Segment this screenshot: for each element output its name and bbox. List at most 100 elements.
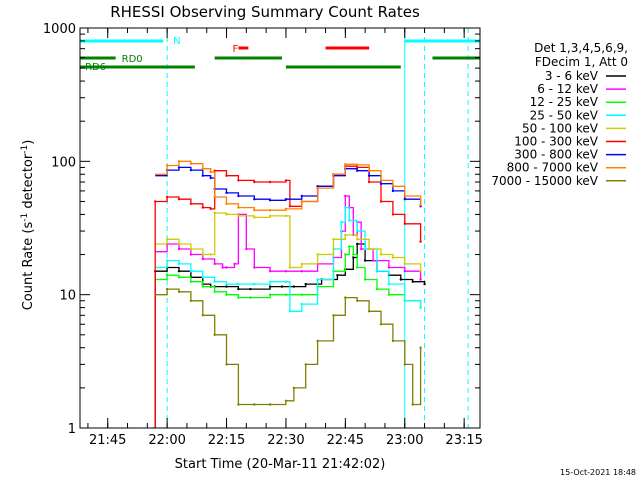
rd6-label: RD6 <box>85 62 106 73</box>
data-point <box>268 199 272 202</box>
data-point <box>300 194 303 198</box>
data-point <box>233 262 236 266</box>
data-point <box>292 285 296 288</box>
data-point <box>249 296 252 299</box>
data-point <box>237 282 240 286</box>
legend: Det 1,3,4,5,6,9, FDecim 1, Att 0 3 - 6 k… <box>491 41 628 188</box>
data-point <box>375 270 379 273</box>
data-point <box>379 179 383 182</box>
data-point <box>284 179 288 182</box>
legend-header-line-1: Det 1,3,4,5,6,9, <box>534 41 628 55</box>
data-point <box>253 282 256 286</box>
data-point <box>225 266 228 269</box>
data-point <box>288 310 292 313</box>
data-point <box>336 274 339 277</box>
data-point <box>268 209 272 212</box>
data-point <box>284 399 288 402</box>
x-tick-label: 23:00 <box>386 433 423 448</box>
plot-frame: 1 10 100 1000 21:45 22:00 22:15 22:30 22:45 23:00… <box>43 22 483 448</box>
x-tick-label: 21:45 <box>89 433 126 448</box>
data-point <box>391 189 395 193</box>
data-point <box>403 198 406 201</box>
x-axis-label: Start Time (20-Mar-11 21:42:02) <box>175 457 386 472</box>
legend-label-3: 25 - 50 keV <box>530 108 599 122</box>
data-point <box>189 253 193 256</box>
data-point <box>419 346 422 349</box>
data-point <box>189 162 193 165</box>
data-point <box>284 214 288 218</box>
data-point <box>332 173 335 176</box>
data-point <box>249 287 252 291</box>
data-point <box>304 363 307 366</box>
data-point <box>284 207 288 211</box>
data-point <box>375 287 379 291</box>
data-point <box>225 293 228 296</box>
legend-label-0: 3 - 6 keV <box>545 69 599 83</box>
data-point <box>213 195 216 199</box>
data-point <box>356 242 359 246</box>
data-point <box>177 247 181 251</box>
data-point <box>213 280 216 283</box>
data-point <box>213 262 216 266</box>
data-point <box>344 233 347 237</box>
data-point <box>344 206 347 209</box>
data-point <box>213 290 216 293</box>
x-tick-label: 22:45 <box>327 433 364 448</box>
y-label-superscript-1: -1 <box>20 213 30 222</box>
data-point <box>284 198 288 201</box>
data-point <box>253 216 256 219</box>
data-point <box>371 259 375 262</box>
data-point <box>253 209 256 212</box>
data-point <box>245 247 248 251</box>
data-point <box>403 262 406 266</box>
data-point <box>253 180 256 184</box>
data-point <box>189 202 193 205</box>
data-point <box>367 310 371 313</box>
data-point <box>387 293 391 296</box>
data-point <box>344 163 347 166</box>
data-point <box>403 299 406 302</box>
night-label: N <box>173 36 180 47</box>
data-point <box>280 285 284 288</box>
data-point <box>356 229 359 233</box>
data-point <box>201 257 204 261</box>
series-line-4 <box>155 212 422 272</box>
x-tick-label: 22:00 <box>148 433 185 448</box>
data-point <box>165 195 169 199</box>
data-point <box>177 270 181 273</box>
data-point <box>154 200 157 203</box>
data-point <box>300 270 303 273</box>
data-point <box>284 270 288 273</box>
data-point <box>268 403 272 406</box>
data-point <box>316 278 319 281</box>
data-point <box>165 238 169 241</box>
data-point <box>209 207 212 211</box>
data-point <box>304 282 307 286</box>
data-point <box>300 293 303 296</box>
data-point <box>316 186 319 190</box>
data-point <box>189 270 193 273</box>
data-point <box>225 202 228 205</box>
legend-label-4: 50 - 100 keV <box>522 121 599 135</box>
data-point <box>379 253 383 256</box>
x-tick-label: 23:15 <box>445 433 482 448</box>
data-point <box>316 339 319 343</box>
data-point <box>225 282 228 286</box>
data-point <box>177 198 181 201</box>
legend-label-5: 100 - 300 keV <box>514 135 598 149</box>
data-point <box>344 296 347 299</box>
y-axis-label: Count Rate (s-1 detector-1) <box>20 140 36 311</box>
data-point <box>332 314 335 317</box>
flare-label: F <box>232 44 238 55</box>
series-line-1 <box>155 195 422 280</box>
data-point <box>356 266 359 269</box>
data-point <box>379 323 383 326</box>
data-point <box>237 206 240 209</box>
data-point <box>201 285 204 288</box>
data-point <box>213 211 216 215</box>
data-point <box>237 214 240 218</box>
data-point <box>268 214 272 218</box>
data-point <box>379 200 383 203</box>
data-point <box>360 247 363 251</box>
legend-label-2: 12 - 25 keV <box>530 95 599 109</box>
